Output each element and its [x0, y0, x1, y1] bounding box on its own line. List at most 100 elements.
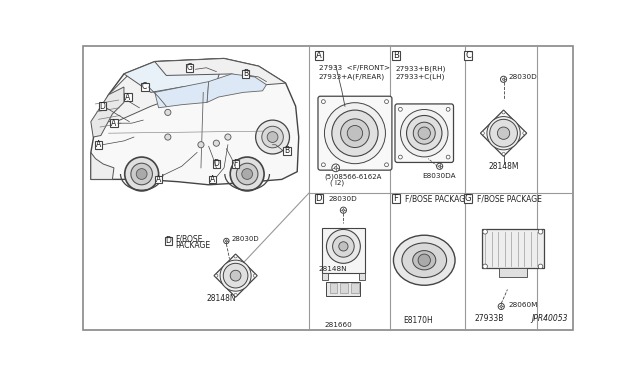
- Text: JPR40053: JPR40053: [532, 314, 568, 323]
- Circle shape: [242, 169, 253, 179]
- Text: A: A: [156, 175, 161, 184]
- Bar: [351, 283, 359, 294]
- Circle shape: [255, 120, 289, 154]
- Bar: [186, 64, 193, 71]
- Circle shape: [321, 163, 325, 167]
- Circle shape: [385, 163, 388, 167]
- Circle shape: [538, 264, 543, 269]
- Text: 28030D: 28030D: [328, 196, 356, 202]
- Circle shape: [236, 163, 258, 185]
- Circle shape: [436, 163, 443, 169]
- Circle shape: [339, 242, 348, 251]
- Text: A: A: [111, 119, 116, 128]
- Circle shape: [267, 132, 278, 142]
- Polygon shape: [207, 74, 266, 102]
- Circle shape: [399, 108, 403, 111]
- Text: (5)08566-6162A: (5)08566-6162A: [324, 174, 381, 180]
- Circle shape: [418, 127, 431, 140]
- Text: ( l2): ( l2): [330, 180, 344, 186]
- Bar: [482, 230, 543, 268]
- Circle shape: [340, 207, 346, 213]
- Bar: [164, 237, 172, 245]
- Text: 28060M: 28060M: [509, 302, 538, 308]
- Bar: [209, 176, 216, 183]
- Circle shape: [481, 132, 484, 135]
- Text: PACKAGE: PACKAGE: [175, 241, 210, 250]
- Polygon shape: [91, 58, 299, 185]
- Bar: [326, 282, 360, 296]
- Text: F/BOSE PACKAGE: F/BOSE PACKAGE: [477, 194, 542, 203]
- Circle shape: [333, 235, 354, 257]
- Bar: [212, 160, 220, 168]
- Circle shape: [213, 140, 220, 146]
- Text: F/BOSE: F/BOSE: [175, 234, 202, 243]
- Text: B: B: [285, 147, 290, 155]
- FancyBboxPatch shape: [395, 104, 454, 163]
- Polygon shape: [155, 58, 285, 85]
- Text: A: A: [125, 93, 131, 102]
- Circle shape: [326, 230, 360, 263]
- Circle shape: [321, 100, 325, 103]
- Polygon shape: [481, 110, 527, 156]
- Bar: [359, 273, 365, 280]
- Circle shape: [401, 109, 448, 157]
- Polygon shape: [214, 254, 257, 297]
- Circle shape: [502, 78, 504, 80]
- Bar: [314, 195, 323, 203]
- Text: D: D: [166, 237, 172, 246]
- Bar: [499, 268, 527, 277]
- Polygon shape: [97, 68, 193, 122]
- Bar: [232, 160, 239, 168]
- Bar: [284, 147, 291, 155]
- Circle shape: [399, 155, 403, 159]
- Circle shape: [198, 142, 204, 148]
- Text: 27933+B(RH): 27933+B(RH): [396, 65, 446, 72]
- Circle shape: [223, 238, 229, 244]
- Bar: [155, 176, 163, 183]
- Text: G: G: [186, 63, 193, 72]
- Circle shape: [483, 264, 488, 269]
- Circle shape: [332, 110, 378, 156]
- Text: B: B: [393, 51, 399, 60]
- Circle shape: [131, 163, 152, 185]
- Circle shape: [230, 270, 241, 281]
- Bar: [322, 228, 365, 273]
- Circle shape: [230, 157, 264, 191]
- Circle shape: [385, 100, 388, 103]
- Ellipse shape: [413, 251, 436, 270]
- Bar: [330, 283, 337, 294]
- Bar: [124, 93, 132, 101]
- Circle shape: [220, 260, 251, 291]
- Circle shape: [332, 164, 340, 172]
- Text: D: D: [213, 160, 220, 169]
- Bar: [110, 119, 118, 127]
- Text: 281660: 281660: [324, 322, 352, 328]
- Circle shape: [262, 126, 284, 148]
- Polygon shape: [91, 87, 124, 137]
- Ellipse shape: [402, 243, 447, 278]
- Bar: [464, 195, 472, 203]
- Text: 27933+C(LH): 27933+C(LH): [396, 74, 445, 80]
- Circle shape: [500, 305, 502, 308]
- Text: E8170H: E8170H: [403, 316, 433, 325]
- Bar: [340, 283, 348, 294]
- Circle shape: [498, 303, 504, 310]
- Circle shape: [418, 254, 431, 266]
- Bar: [314, 51, 323, 60]
- Circle shape: [497, 127, 509, 140]
- Text: D: D: [99, 102, 106, 111]
- Circle shape: [446, 108, 450, 111]
- Text: 28148N: 28148N: [319, 266, 348, 272]
- Bar: [392, 195, 400, 203]
- Circle shape: [500, 76, 507, 82]
- Text: F: F: [394, 194, 398, 203]
- Circle shape: [136, 169, 147, 179]
- Circle shape: [234, 294, 237, 296]
- Text: 27933  <F/FRONT>: 27933 <F/FRONT>: [319, 65, 390, 71]
- Bar: [242, 70, 250, 78]
- Bar: [464, 51, 472, 60]
- Text: C: C: [465, 51, 471, 60]
- Text: C: C: [142, 83, 147, 92]
- Circle shape: [342, 209, 344, 211]
- Circle shape: [125, 157, 159, 191]
